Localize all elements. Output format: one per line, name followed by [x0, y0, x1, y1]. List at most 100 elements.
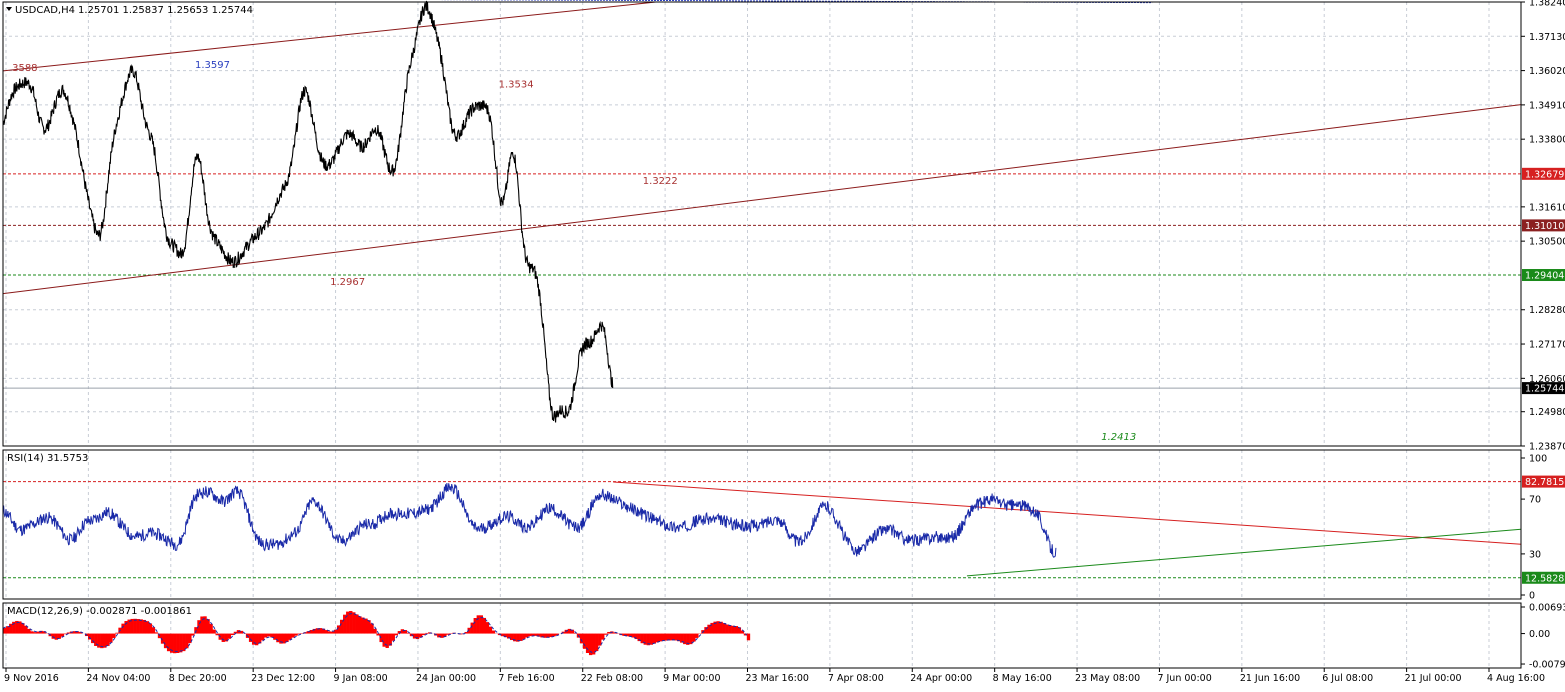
macd-bar	[583, 634, 586, 649]
macd-bar	[3, 628, 6, 634]
macd-bar	[692, 634, 695, 642]
macd-bar	[528, 634, 531, 637]
macd-bar	[209, 624, 212, 634]
macd-bar	[134, 619, 137, 634]
price-tick-label: 1.36020	[1529, 66, 1565, 77]
time-tick-label: 7 Feb 16:00	[498, 673, 554, 684]
price-tick-label: 1.30500	[1529, 237, 1565, 248]
macd-bar	[155, 632, 158, 633]
macd-bar	[331, 632, 334, 634]
macd-bar	[137, 619, 140, 634]
rsi-tick-label: 100	[1529, 454, 1547, 465]
price-tick-label: 1.27170	[1529, 340, 1565, 351]
price-tick-label: 1.24980	[1529, 407, 1565, 418]
price-annotation: 1.3222	[643, 176, 678, 187]
macd-bar	[735, 626, 738, 634]
time-tick-label: 9 Jan 08:00	[334, 673, 388, 684]
macd-bar	[653, 634, 656, 644]
macd-bar	[486, 622, 489, 633]
macd-bar	[222, 634, 225, 642]
rsi-tick-label: 30	[1529, 549, 1541, 560]
price-annotation: 1.2967	[330, 277, 365, 288]
macd-bar	[267, 634, 270, 637]
price-annotation: 1.2413	[1101, 432, 1136, 443]
time-tick-label: 8 Dec 20:00	[169, 673, 227, 684]
macd-bar	[355, 614, 358, 633]
rsi-label: RSI(14) 31.5753	[7, 453, 88, 464]
price-tick-label: 1.37130	[1529, 32, 1565, 43]
macd-bar	[592, 634, 595, 655]
macd-bar	[483, 618, 486, 634]
macd-bar	[522, 634, 525, 640]
macd-bar	[146, 621, 149, 633]
macd-bar	[364, 619, 367, 634]
macd-bar	[206, 619, 209, 633]
macd-bar	[352, 612, 355, 633]
macd-bar	[6, 626, 9, 633]
macd-bar	[167, 634, 170, 652]
macd-bar	[376, 634, 379, 636]
price-annotation: 3588	[12, 63, 37, 74]
price-level-tag-label: 1.32679	[1525, 169, 1564, 180]
macd-bar	[121, 624, 124, 634]
macd-bar	[425, 633, 428, 634]
macd-bar	[710, 623, 713, 634]
time-tick-label: 9 Nov 2016	[4, 673, 59, 684]
symbol-header: USDCAD,H4 1.25701 1.25837 1.25653 1.2574…	[6, 5, 253, 16]
macd-bar	[358, 616, 361, 633]
macd-bar	[674, 634, 677, 641]
macd-bar	[401, 629, 404, 633]
time-tick-label: 7 Jun 00:00	[1157, 673, 1211, 684]
macd-bar	[179, 634, 182, 653]
price-tick-label: 1.38240	[1529, 0, 1565, 9]
macd-bar	[656, 634, 659, 643]
time-tick-label: 21 Jul 00:00	[1405, 673, 1462, 684]
macd-bar	[33, 632, 36, 633]
macd-bar	[264, 634, 267, 638]
symbol-label: USDCAD,H4	[15, 5, 75, 16]
time-tick-label: 21 Jun 16:00	[1240, 673, 1300, 684]
macd-bar	[112, 634, 115, 638]
macd-bar	[747, 634, 750, 641]
ohlc-values: 1.25701 1.25837 1.25653 1.25744	[78, 5, 253, 16]
macd-bar	[231, 634, 234, 635]
price-tick-label: 1.28280	[1529, 305, 1565, 316]
macd-bar	[109, 634, 112, 643]
macd-bar	[474, 618, 477, 634]
time-tick-label: 23 May 08:00	[1075, 673, 1140, 684]
macd-bar	[143, 620, 146, 634]
macd-bar	[732, 626, 735, 634]
macd-bar	[294, 634, 297, 636]
macd-bar	[173, 634, 176, 654]
macd-bar	[176, 634, 179, 653]
macd-bar	[285, 634, 288, 642]
price-annotation: 1.3597	[195, 60, 230, 71]
time-tick-label: 24 Nov 04:00	[86, 673, 150, 684]
macd-bar	[595, 634, 598, 652]
time-tick-label: 23 Dec 12:00	[251, 673, 315, 684]
macd-bar	[367, 620, 370, 633]
macd-bar	[489, 627, 492, 634]
macd-bar	[182, 634, 185, 652]
macd-bar	[723, 623, 726, 634]
macd-bar	[662, 634, 665, 641]
macd-bar	[726, 625, 729, 634]
macd-bar	[471, 623, 474, 634]
macd-bar	[361, 618, 364, 634]
rsi-level-tag-label: 82.7815	[1525, 477, 1564, 488]
price-level-tag-label: 1.29404	[1525, 271, 1564, 282]
rsi-tick-label: 0	[1529, 591, 1535, 602]
macd-bar	[395, 634, 398, 636]
macd-bar	[328, 631, 331, 633]
time-tick-label: 7 Apr 08:00	[828, 673, 884, 684]
time-tick-label: 24 Apr 00:00	[910, 673, 972, 684]
macd-bar	[671, 634, 674, 641]
macd-bar	[601, 634, 604, 640]
time-tick-label: 22 Feb 08:00	[581, 673, 643, 684]
macd-bar	[30, 631, 33, 633]
time-tick-label: 9 Mar 00:00	[663, 673, 720, 684]
price-tick-label: 1.34910	[1529, 100, 1565, 111]
macd-bar	[9, 624, 12, 634]
